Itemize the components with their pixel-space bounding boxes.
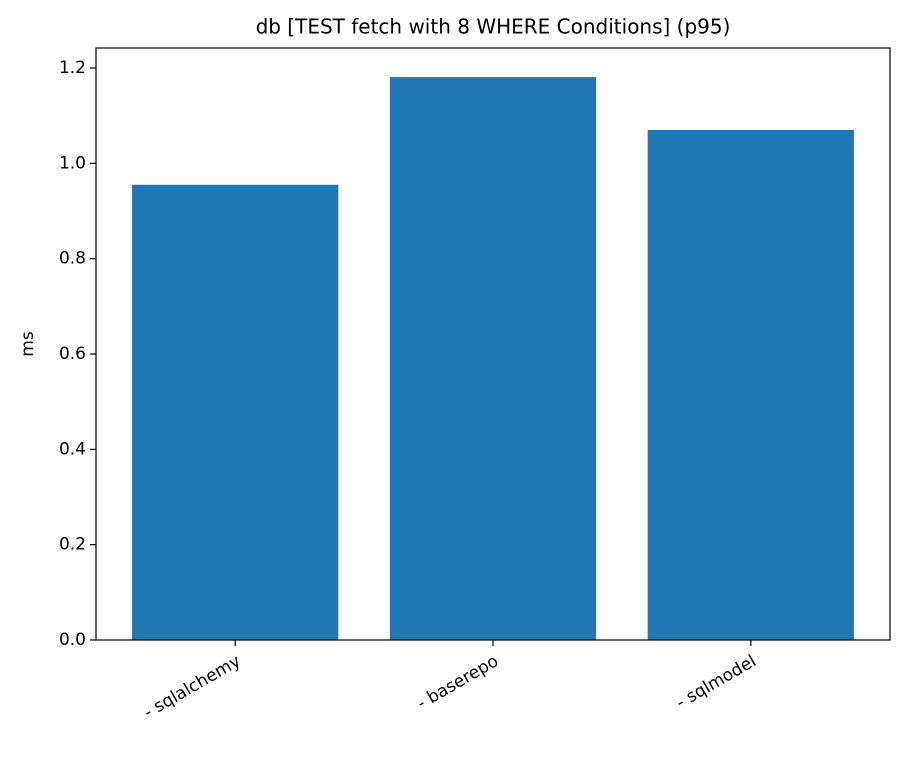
x-tick-label: - sqlmodel — [673, 651, 760, 713]
y-tick-label: 0.6 — [59, 344, 86, 364]
y-tick-label: 1.2 — [59, 58, 86, 78]
y-axis-label: ms — [18, 331, 38, 357]
bar — [389, 77, 597, 640]
chart-title: db [TEST fetch with 8 WHERE Conditions] … — [256, 15, 731, 39]
x-tick-label: - sqlalchemy — [140, 651, 244, 722]
x-tick-label: - baserepo — [414, 651, 502, 713]
y-tick-label: 0.2 — [59, 535, 86, 555]
y-tick-label: 1.0 — [59, 153, 86, 173]
y-tick-label: 0.4 — [59, 439, 86, 459]
plot-frame — [95, 47, 891, 641]
y-tick-label: 0.0 — [59, 630, 86, 650]
bar — [647, 129, 854, 641]
bar — [132, 184, 339, 640]
y-tick-label: 0.8 — [59, 249, 86, 269]
